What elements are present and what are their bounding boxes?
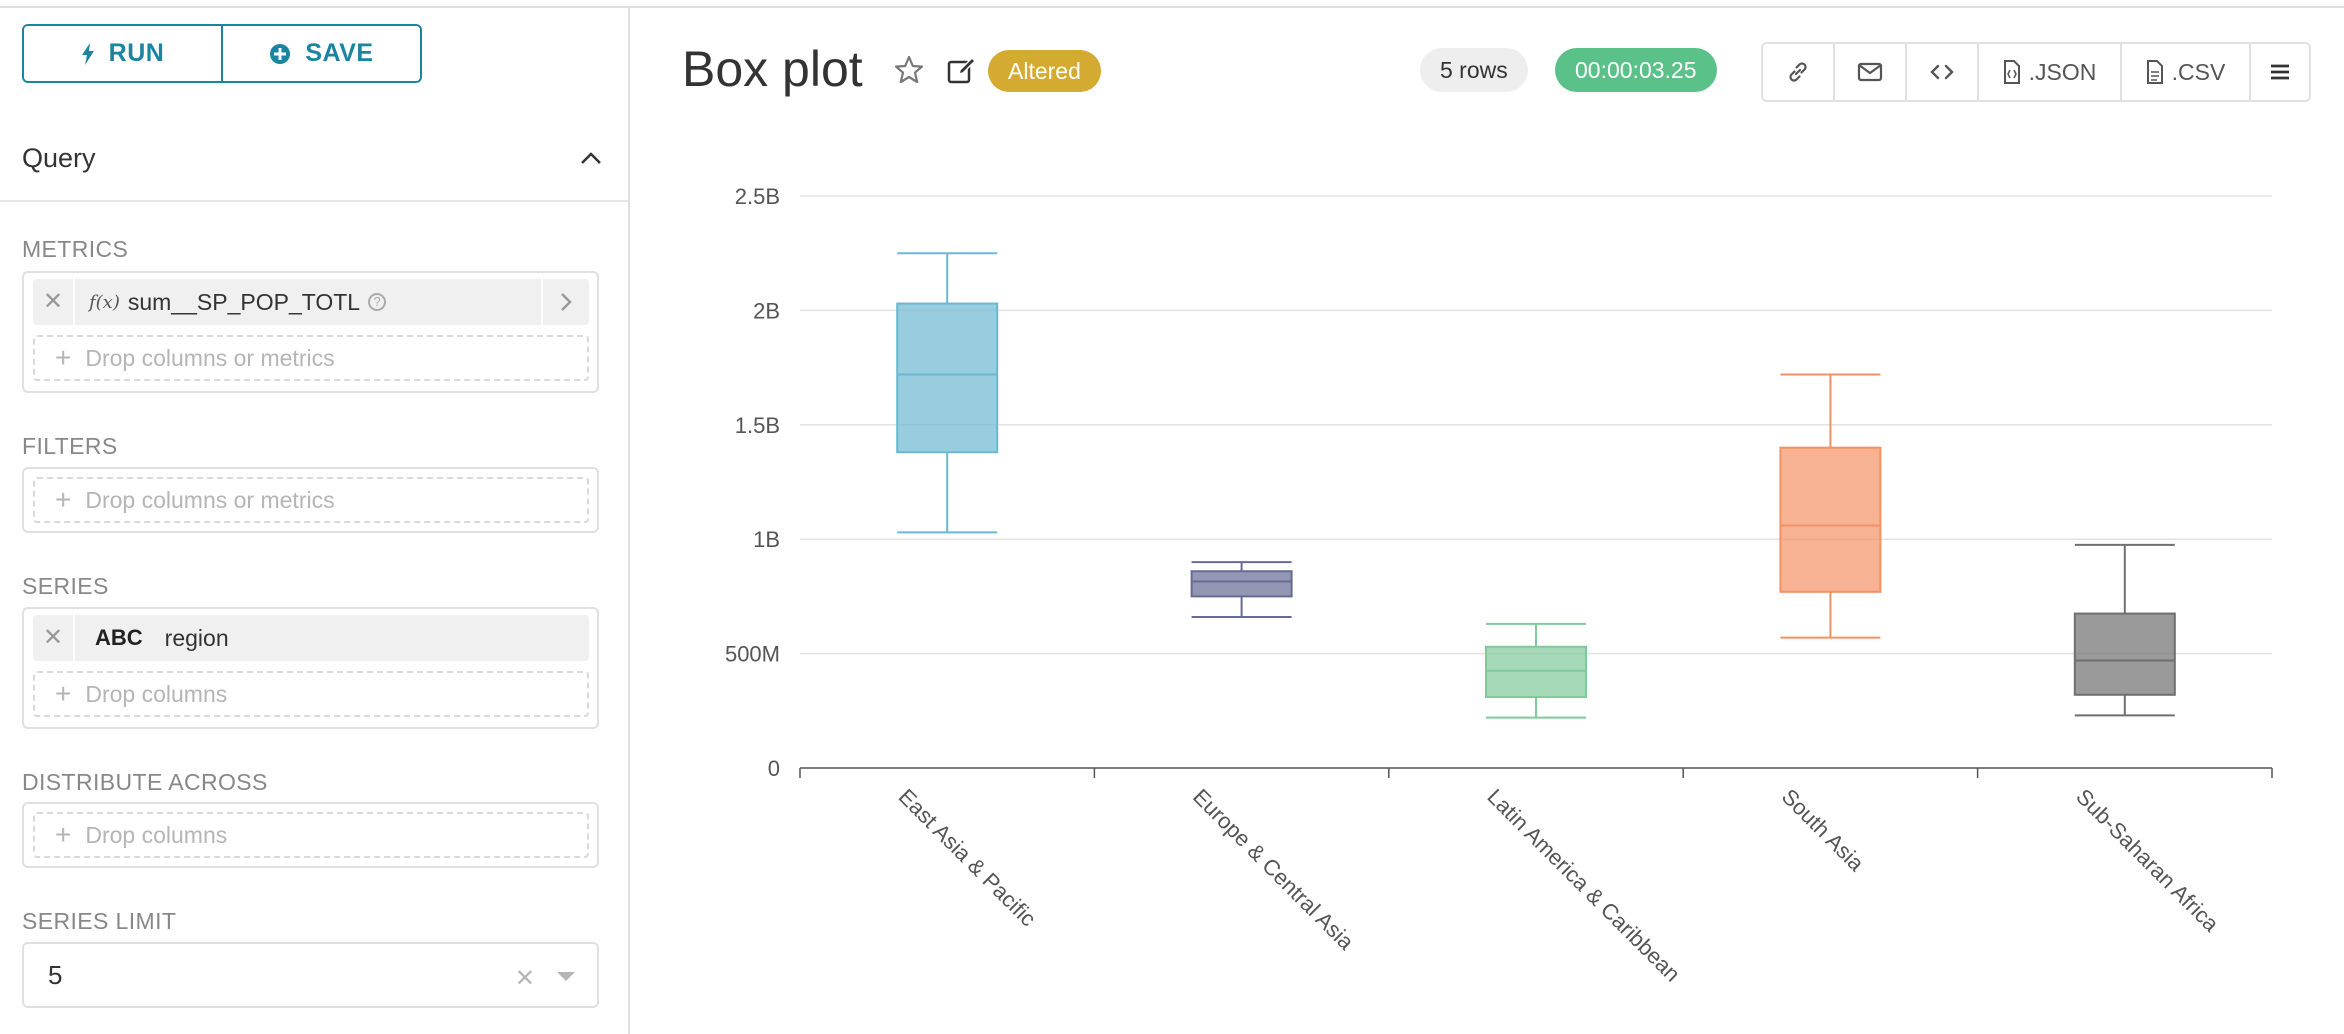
query-title: Query <box>22 142 96 173</box>
file-code-icon <box>2003 60 2020 84</box>
query-section-header[interactable]: Query <box>22 138 602 178</box>
plus-circle-icon <box>270 43 291 64</box>
link-icon <box>1789 62 1807 82</box>
plus-icon: + <box>55 484 72 515</box>
metrics-label: METRICS <box>22 236 129 262</box>
control-panel: RUN SAVE Query METRICS ✕ f(x) sum__SP_PO… <box>0 8 630 1034</box>
series-item[interactable]: ✕ ABC region <box>33 615 589 661</box>
x-tick-label: East Asia & Pacific <box>894 784 1041 931</box>
menu-icon <box>2271 64 2289 80</box>
distribute-drop-zone[interactable]: + Drop columns <box>33 812 589 858</box>
series-limit-select[interactable]: 5 ✕ <box>22 942 599 1008</box>
remove-icon[interactable]: ✕ <box>33 615 75 661</box>
clear-icon[interactable]: ✕ <box>514 965 535 992</box>
box-south-asia <box>1779 446 1882 593</box>
metrics-drop-zone[interactable]: + Drop columns or metrics <box>33 335 589 381</box>
y-tick-label: 0 <box>768 756 780 781</box>
chevron-down-icon[interactable] <box>557 972 575 981</box>
json-label: .JSON <box>2028 58 2097 85</box>
divider <box>0 200 628 202</box>
filters-box: + Drop columns or metrics <box>22 467 599 533</box>
save-label: SAVE <box>305 39 374 67</box>
box-east-asia-pacific <box>896 302 999 454</box>
chart-actions-toolbar: .JSON .CSV <box>1761 42 2311 102</box>
edit-icon[interactable] <box>947 56 977 84</box>
plus-icon: + <box>55 342 72 373</box>
row-count-badge: 5 rows <box>1420 48 1528 92</box>
x-tick-label: Sub-Saharan Africa <box>2071 784 2224 937</box>
star-icon[interactable] <box>893 54 925 86</box>
drop-placeholder: Drop columns or metrics <box>85 486 335 513</box>
series-limit-label: SERIES LIMIT <box>22 908 177 934</box>
metrics-box: ✕ f(x) sum__SP_POP_TOTL ? + Drop columns… <box>22 271 599 393</box>
query-timer: 00:00:03.25 <box>1555 48 1717 92</box>
series-name: region <box>164 624 229 651</box>
help-icon[interactable]: ? <box>368 293 387 311</box>
export-json-button[interactable]: .JSON <box>1979 44 2122 100</box>
filters-drop-zone[interactable]: + Drop columns or metrics <box>33 477 589 523</box>
chevron-right-icon[interactable] <box>541 279 589 325</box>
export-csv-button[interactable]: .CSV <box>2122 44 2251 100</box>
embed-code-button[interactable] <box>1907 44 1979 100</box>
run-label: RUN <box>108 39 165 67</box>
chart-title[interactable]: Box plot <box>682 41 863 97</box>
box-latin-america-caribbean <box>1485 645 1587 699</box>
distribute-box: + Drop columns <box>22 802 599 868</box>
mail-icon <box>1857 62 1883 82</box>
drop-placeholder: Drop columns <box>85 821 228 848</box>
y-tick-label: 1B <box>753 527 780 552</box>
y-tick-label: 1.5B <box>735 413 780 438</box>
fx-icon: f(x) <box>89 291 120 313</box>
series-box: ✕ ABC region + Drop columns <box>22 607 599 729</box>
x-tick-label: Latin America & Caribbean <box>1482 784 1685 987</box>
top-border <box>0 0 2344 8</box>
link-button[interactable] <box>1763 44 1835 100</box>
csv-label: .CSV <box>2171 58 2226 85</box>
x-tick-label: Europe & Central Asia <box>1188 784 1359 955</box>
metric-item[interactable]: ✕ f(x) sum__SP_POP_TOTL ? <box>33 279 589 325</box>
filters-label: FILTERS <box>22 433 118 459</box>
drop-placeholder: Drop columns or metrics <box>85 344 335 371</box>
abc-type-icon: ABC <box>95 625 143 650</box>
box-europe-central-asia <box>1190 570 1293 598</box>
plus-icon: + <box>55 819 72 850</box>
chevron-up-icon[interactable] <box>580 151 602 165</box>
x-tick-label: South Asia <box>1777 784 1870 877</box>
plus-icon: + <box>55 678 72 709</box>
box-sub-saharan-africa <box>2073 612 2176 696</box>
series-limit-value: 5 <box>48 959 63 990</box>
box-plot-chart: 0 500M 1B 1.5B 2B 2.5B East Asia & Pacific Euro… <box>725 184 2273 987</box>
drop-placeholder: Drop columns <box>85 680 228 707</box>
remove-icon[interactable]: ✕ <box>33 279 75 325</box>
save-button[interactable]: SAVE <box>221 26 420 81</box>
series-label: SERIES <box>22 573 109 599</box>
code-icon <box>1930 64 1954 80</box>
y-tick-label: 500M <box>725 642 780 667</box>
altered-badge[interactable]: Altered <box>988 50 1101 92</box>
file-text-icon <box>2146 60 2163 84</box>
bolt-icon <box>81 42 94 65</box>
email-button[interactable] <box>1835 44 1907 100</box>
metric-name: sum__SP_POP_TOTL <box>127 288 361 315</box>
y-tick-label: 2B <box>753 298 780 323</box>
y-tick-label: 2.5B <box>735 184 780 209</box>
run-button[interactable]: RUN <box>24 26 221 81</box>
series-drop-zone[interactable]: + Drop columns <box>33 671 589 717</box>
distribute-label: DISTRIBUTE ACROSS <box>22 769 268 795</box>
more-menu-button[interactable] <box>2251 44 2309 100</box>
run-save-group: RUN SAVE <box>22 24 422 83</box>
